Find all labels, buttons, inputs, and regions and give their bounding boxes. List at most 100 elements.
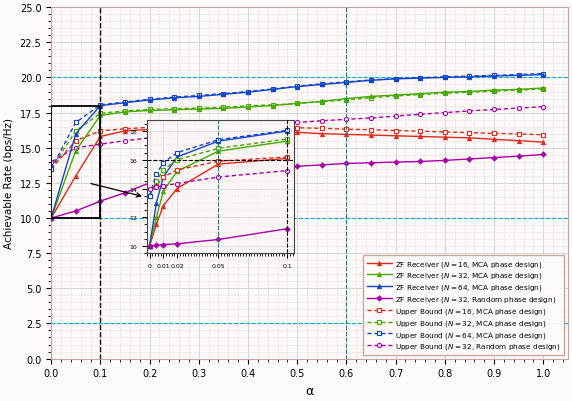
Upper Bound ($N = 32$, Random phase design) [442,111,448,116]
Line: Upper Bound ($N = 32$, Random phase design): Upper Bound ($N = 32$, Random phase desi… [49,105,545,164]
Upper Bound ($N = 32$, Random phase design) [343,117,350,122]
ZF Receiver ($N = 32$, MCA phase design) [368,95,375,99]
ZF Receiver ($N = 64$, MCA phase design) [196,95,202,99]
ZF Receiver ($N = 16$, MCA phase design) [73,174,80,179]
Upper Bound ($N = 32$, Random phase design) [146,136,153,141]
Line: Upper Bound ($N = 16$, MCA phase design): Upper Bound ($N = 16$, MCA phase design) [49,125,545,172]
ZF Receiver ($N = 16$, MCA phase design) [122,129,129,134]
Upper Bound ($N = 32$, MCA phase design) [294,102,301,107]
ZF Receiver ($N = 32$, MCA phase design) [220,107,227,111]
ZF Receiver ($N = 16$, MCA phase design) [319,132,325,137]
ZF Receiver ($N = 32$, MCA phase design) [392,93,399,98]
ZF Receiver ($N = 32$, MCA phase design) [146,109,153,113]
Upper Bound ($N = 64$, MCA phase design) [368,78,375,83]
ZF Receiver ($N = 16$, MCA phase design) [392,134,399,139]
Upper Bound ($N = 32$, Random phase design) [294,121,301,126]
Upper Bound ($N = 64$, MCA phase design) [491,74,498,79]
Upper Bound ($N = 16$, MCA phase design) [220,125,227,130]
ZF Receiver ($N = 32$, MCA phase design) [73,149,80,154]
Upper Bound ($N = 32$, Random phase design) [48,160,55,165]
Upper Bound ($N = 32$, Random phase design) [245,125,252,130]
Upper Bound ($N = 32$, Random phase design) [196,130,202,135]
Upper Bound ($N = 16$, MCA phase design) [122,127,129,132]
ZF Receiver ($N = 32$, Random phase design) [196,173,202,178]
ZF Receiver ($N = 32$, Random phase design) [48,216,55,221]
ZF Receiver ($N = 16$, MCA phase design) [146,128,153,133]
Upper Bound ($N = 64$, MCA phase design) [343,80,350,85]
Upper Bound ($N = 32$, MCA phase design) [171,107,178,112]
Upper Bound ($N = 32$, Random phase design) [220,128,227,133]
Upper Bound ($N = 32$, Random phase design) [269,123,276,128]
Upper Bound ($N = 16$, MCA phase design) [294,126,301,131]
ZF Receiver ($N = 16$, MCA phase design) [171,127,178,132]
Upper Bound ($N = 32$, MCA phase design) [442,91,448,96]
ZF Receiver ($N = 32$, MCA phase design) [343,97,350,102]
Upper Bound ($N = 64$, MCA phase design) [269,87,276,92]
ZF Receiver ($N = 64$, MCA phase design) [442,76,448,81]
ZF Receiver ($N = 64$, MCA phase design) [368,79,375,83]
Upper Bound ($N = 64$, MCA phase design) [220,92,227,97]
ZF Receiver ($N = 32$, MCA phase design) [171,108,178,113]
Upper Bound ($N = 32$, Random phase design) [466,109,473,114]
Upper Bound ($N = 64$, MCA phase design) [442,75,448,80]
ZF Receiver ($N = 32$, Random phase design) [171,176,178,181]
Upper Bound ($N = 32$, Random phase design) [417,113,424,117]
ZF Receiver ($N = 64$, MCA phase design) [220,93,227,97]
Line: Upper Bound ($N = 64$, MCA phase design): Upper Bound ($N = 64$, MCA phase design) [49,72,545,172]
Upper Bound ($N = 32$, MCA phase design) [540,87,547,92]
ZF Receiver ($N = 64$, MCA phase design) [417,77,424,81]
Upper Bound ($N = 32$, MCA phase design) [122,109,129,114]
Upper Bound ($N = 16$, MCA phase design) [269,126,276,130]
Upper Bound ($N = 16$, MCA phase design) [97,129,104,134]
Upper Bound ($N = 32$, Random phase design) [392,114,399,119]
Bar [51,106,101,219]
Upper Bound ($N = 32$, MCA phase design) [466,91,473,95]
ZF Receiver ($N = 32$, MCA phase design) [540,86,547,91]
ZF Receiver ($N = 16$, MCA phase design) [540,140,547,145]
ZF Receiver ($N = 32$, MCA phase design) [491,89,498,93]
Line: ZF Receiver ($N = 32$, MCA phase design): ZF Receiver ($N = 32$, MCA phase design) [49,86,546,221]
Upper Bound ($N = 32$, MCA phase design) [319,100,325,105]
ZF Receiver ($N = 16$, MCA phase design) [343,133,350,138]
Upper Bound ($N = 16$, MCA phase design) [48,167,55,172]
Upper Bound ($N = 32$, MCA phase design) [392,94,399,99]
Legend: ZF Receiver ($N = 16$, MCA phase design), ZF Receiver ($N = 32$, MCA phase desig: ZF Receiver ($N = 16$, MCA phase design)… [363,255,564,355]
ZF Receiver ($N = 32$, MCA phase design) [97,114,104,119]
Upper Bound ($N = 32$, Random phase design) [73,146,80,151]
Upper Bound ($N = 32$, MCA phase design) [343,98,350,103]
Upper Bound ($N = 16$, MCA phase design) [196,125,202,130]
ZF Receiver ($N = 16$, MCA phase design) [220,127,227,132]
ZF Receiver ($N = 32$, MCA phase design) [48,216,55,221]
ZF Receiver ($N = 64$, MCA phase design) [269,88,276,93]
ZF Receiver ($N = 16$, MCA phase design) [245,128,252,133]
ZF Receiver ($N = 16$, MCA phase design) [466,136,473,141]
Upper Bound ($N = 32$, Random phase design) [171,133,178,138]
ZF Receiver ($N = 32$, Random phase design) [515,154,522,159]
Upper Bound ($N = 32$, Random phase design) [515,106,522,111]
ZF Receiver ($N = 32$, Random phase design) [245,168,252,173]
Upper Bound ($N = 16$, MCA phase design) [146,126,153,130]
ZF Receiver ($N = 16$, MCA phase design) [294,130,301,135]
ZF Receiver ($N = 16$, MCA phase design) [97,135,104,140]
Upper Bound ($N = 32$, MCA phase design) [491,89,498,94]
ZF Receiver ($N = 32$, MCA phase design) [466,90,473,95]
Upper Bound ($N = 32$, MCA phase design) [97,111,104,116]
Upper Bound ($N = 64$, MCA phase design) [48,167,55,172]
ZF Receiver ($N = 64$, MCA phase design) [245,91,252,95]
ZF Receiver ($N = 32$, Random phase design) [392,160,399,165]
Upper Bound ($N = 64$, MCA phase design) [146,97,153,102]
ZF Receiver ($N = 32$, Random phase design) [220,170,227,175]
Upper Bound ($N = 16$, MCA phase design) [171,125,178,130]
Upper Bound ($N = 16$, MCA phase design) [319,127,325,132]
Upper Bound ($N = 32$, MCA phase design) [245,104,252,109]
ZF Receiver ($N = 32$, Random phase design) [343,162,350,166]
Upper Bound ($N = 64$, MCA phase design) [122,100,129,105]
ZF Receiver ($N = 64$, MCA phase design) [97,104,104,109]
Line: ZF Receiver ($N = 32$, Random phase design): ZF Receiver ($N = 32$, Random phase desi… [49,153,545,221]
Line: ZF Receiver ($N = 16$, MCA phase design): ZF Receiver ($N = 16$, MCA phase design) [49,126,546,221]
ZF Receiver ($N = 64$, MCA phase design) [171,96,178,101]
ZF Receiver ($N = 16$, MCA phase design) [515,139,522,144]
Upper Bound ($N = 16$, MCA phase design) [368,128,375,133]
ZF Receiver ($N = 16$, MCA phase design) [442,136,448,140]
Upper Bound ($N = 64$, MCA phase design) [294,85,301,89]
